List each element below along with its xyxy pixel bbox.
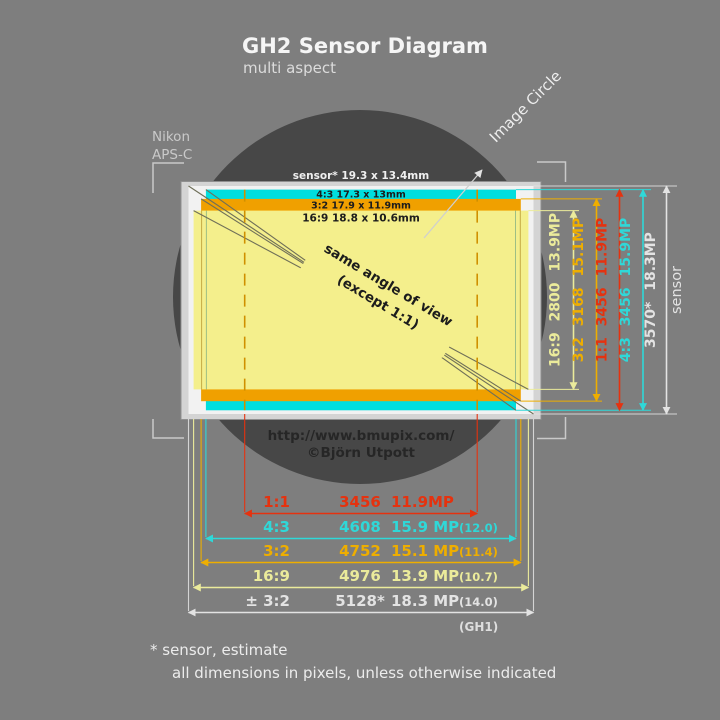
bottom-extension-lines bbox=[187, 414, 535, 611]
right-extension-ticks bbox=[516, 185, 677, 415]
footnote-line2: all dimensions in pixels, unless otherwi… bbox=[172, 664, 556, 682]
vdim-label-11: 1:1 3456 11.9MP bbox=[595, 218, 611, 363]
row-mp: 15.1 MP bbox=[391, 542, 459, 560]
nikon-label-line1: Nikon bbox=[152, 129, 190, 145]
row-pixels: 4976 bbox=[339, 567, 381, 585]
table-row-169: 16:9 4976 13.9 MP (10.7) bbox=[253, 567, 498, 585]
vdim-label-32: 3:2 3168 15.1MP bbox=[571, 218, 587, 363]
vdim-label-sensor-word: sensor bbox=[669, 266, 685, 314]
vdim-label-43: 4:3 3456 15.9MP bbox=[618, 218, 634, 363]
row-mp: 15.9 MP bbox=[391, 518, 459, 536]
ext-43 bbox=[205, 419, 517, 537]
horizontal-dimension-arrows bbox=[187, 509, 535, 617]
table-row-32: 3:2 4752 15.1 MP (11.4) bbox=[263, 542, 498, 560]
row-pixels: 4752 bbox=[339, 542, 381, 560]
vertical-dimension-arrows bbox=[569, 185, 671, 415]
row-mp: 13.9 MP bbox=[391, 567, 459, 585]
bracket-top-right bbox=[537, 161, 567, 182]
row-pixels: 3456 bbox=[339, 493, 381, 511]
width-table: 1:1 3456 11.9MP 4:3 4608 15.9 MP (12.0) … bbox=[245, 493, 498, 634]
ticks-sensor bbox=[533, 185, 677, 415]
page-title: GH2 Sensor Diagram bbox=[242, 34, 488, 58]
nikon-label-line2: APS-C bbox=[152, 147, 192, 163]
center-note-backdrop bbox=[299, 229, 467, 359]
bracket-bottom-right bbox=[537, 417, 567, 440]
ext-11 bbox=[244, 414, 478, 512]
nikon-apsc-brackets bbox=[152, 161, 567, 440]
website-url: http://www.bmupix.com/ bbox=[268, 428, 455, 444]
sensor-dims-label: sensor* 19.3 x 13.4mm bbox=[293, 170, 429, 182]
row-ratio: ± 3:2 bbox=[245, 592, 290, 610]
row-pixels: 5128* bbox=[335, 592, 385, 610]
band-169-label: 16:9 18.8 x 10.6mm bbox=[302, 213, 420, 225]
aspect-32-side-edges bbox=[201, 210, 521, 390]
gh1-note: (GH1) bbox=[459, 620, 498, 634]
table-row-11: 1:1 3456 11.9MP bbox=[263, 493, 454, 511]
band-32-label: 3:2 17.9 x 11.9mm bbox=[311, 200, 411, 211]
bracket-bottom-left bbox=[152, 419, 184, 439]
table-row-43: 4:3 4608 15.9 MP (12.0) bbox=[263, 518, 498, 536]
bracket-top-left bbox=[152, 162, 184, 193]
table-row-sensor: ± 3:2 5128* 18.3 MP (14.0) bbox=[245, 592, 498, 610]
ticks-43 bbox=[516, 189, 651, 411]
row-mp: 11.9MP bbox=[391, 493, 454, 511]
page-subtitle: multi aspect bbox=[243, 59, 336, 77]
footnote-line1: * sensor, estimate bbox=[150, 641, 288, 659]
row-ratio: 4:3 bbox=[263, 518, 290, 536]
row-gh1-value: (14.0) bbox=[459, 595, 498, 609]
row-mp: 18.3 MP bbox=[391, 592, 459, 610]
ext-169 bbox=[193, 419, 529, 586]
vdim-label-sensor-value: 3570* 18.3MP bbox=[643, 232, 659, 348]
row-pixels: 4608 bbox=[339, 518, 381, 536]
band-43-label: 4:3 17.3 x 13mm bbox=[316, 189, 406, 200]
ext-sensor bbox=[187, 419, 535, 611]
ticks-32 bbox=[520, 198, 602, 402]
credit-line: ©Björn Utpott bbox=[307, 445, 415, 461]
ext-32 bbox=[200, 419, 522, 561]
row-ratio: 3:2 bbox=[263, 542, 290, 560]
image-circle-arrow bbox=[423, 169, 483, 239]
row-gh1-value: (11.4) bbox=[459, 545, 498, 559]
aspect-43-side-edges bbox=[205, 210, 516, 390]
aspect-11-dashed-edges bbox=[243, 189, 479, 411]
row-gh1-value: (12.0) bbox=[459, 521, 498, 535]
row-ratio: 1:1 bbox=[263, 493, 290, 511]
row-ratio: 16:9 bbox=[253, 567, 290, 585]
vdim-label-169: 16:9 2800 13.9MP bbox=[548, 213, 564, 367]
row-gh1-value: (10.7) bbox=[459, 570, 498, 584]
